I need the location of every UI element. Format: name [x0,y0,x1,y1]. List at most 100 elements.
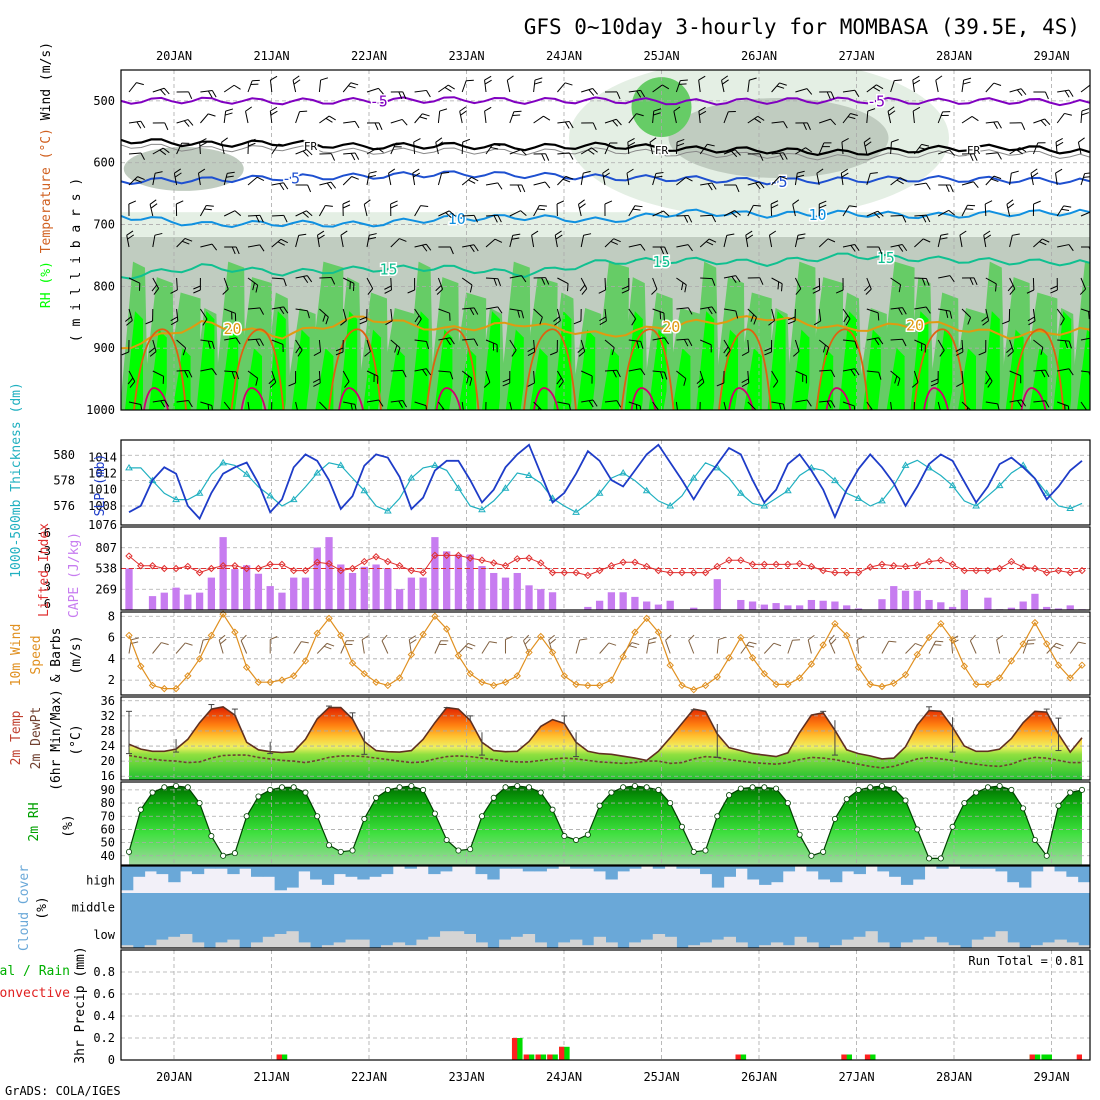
date-tick-label: 26JAN [741,49,777,63]
middle-cloud-bar [132,893,146,920]
wind-barb-flag [592,399,598,407]
wind-barb-flag [579,284,586,292]
rh-marker [902,797,909,804]
wind-barb-flag [326,642,335,647]
rh-marker [984,784,991,791]
middle-cloud-bar [345,893,358,920]
wind-barb-flag [436,141,444,147]
lifted-index-marker [619,558,627,566]
wind-barb-flag [873,212,881,219]
wind-speed-marker [254,678,263,686]
wind-barb-flag [1044,118,1051,125]
date-tick-label: 23JAN [448,49,484,63]
middle-cloud-bar [1019,893,1032,920]
wind-barb [768,235,773,248]
wind-barb [361,639,365,654]
lifted-index-marker [854,568,863,577]
rh-marker [455,847,462,854]
rh-marker [1008,786,1015,793]
wind-barb-flag [520,149,527,156]
wind-barb-flag [234,210,242,217]
wind-barb-flag [995,283,997,292]
wind-barb [523,640,530,654]
wind-barb-flag [718,636,726,641]
wind-barb [247,307,260,310]
rh-shade-moist [1020,292,1058,410]
wind-barb [218,639,224,654]
wind-barb [295,149,307,155]
thickness-marker [383,507,392,514]
wind-barb-flag [416,318,422,326]
wind-barb-flag [1031,172,1039,178]
wind-barb-flag [971,116,979,122]
date-tick-label: 24JAN [546,1070,582,1084]
high-cloud-bar [333,866,347,875]
lifted-index-marker [607,562,616,570]
contour-label: 20 [662,318,680,336]
high-cloud-bar [735,866,748,869]
wind-barb-flag [894,79,902,82]
wind-barb-flag [854,341,858,349]
wind-barb [176,119,189,124]
wind-barb-flag [792,639,801,641]
wind-barb-flag [753,204,762,207]
middle-cloud-bar [877,893,890,920]
wind-barb-flag [567,283,569,292]
wind-barb-flag [1056,642,1064,647]
middle-cloud-bar [1030,893,1044,920]
wind-barb [271,182,284,186]
wind-barb-flag [660,246,665,255]
wind-barb-flag [162,147,170,154]
precip-total-bar [276,1054,288,1060]
wind-barb-flag [1044,400,1050,408]
wind-barb-flag [915,642,923,647]
wind-barb [1033,118,1045,124]
wind-barb-flag [384,289,392,294]
wind-barb [319,115,330,124]
wind-barb-flag [302,212,309,218]
slp-tick-label: 1008 [88,499,117,513]
wind-barb-flag [280,238,289,244]
wind-speed-marker [901,671,910,679]
wind-barb [747,308,757,318]
wind-barb-flag [653,108,662,112]
low-cloud-bar [475,942,488,948]
wind-barb [771,370,779,382]
middle-cloud-bar [581,893,595,920]
high-cloud-bar [191,866,205,875]
wind-barb [295,210,307,217]
wind-barb [985,401,998,405]
lifted-index-marker [184,562,192,571]
wind-barb [271,306,284,310]
lifted-index-marker [866,563,874,571]
high-cloud-bar [841,866,855,872]
middle-cloud-bar [546,893,559,920]
wind-barb-flag [151,284,158,292]
rh-shade-saturated [648,329,667,410]
lifted-index-marker [1054,566,1063,575]
wind-barb [533,339,536,352]
precip-convective-bar [547,1054,553,1060]
lifted-index-marker [242,564,251,573]
wind-barb [533,308,543,318]
wind-barb-flag [925,278,930,286]
wind-barb-flag [955,351,964,356]
wind-barb-flag [726,233,735,236]
slp-tick-label: 1012 [88,467,117,481]
precip-legend-convective: Convective [0,986,70,1001]
temperature-tick-label: 24 [101,739,115,753]
low-cloud-bar [333,942,347,948]
rh-marker [620,784,627,791]
cape-bar [878,599,886,610]
temperature-area [129,706,1082,780]
precip-convective-bar [523,1054,530,1060]
wind-barb-flag [772,380,779,388]
wind-barb [842,368,855,372]
rh-marker [914,826,921,833]
wind-barb-flag [409,639,417,645]
low-cloud-bar [971,939,985,948]
wind-barb-flag [270,110,278,116]
middle-cloud-bar [239,893,252,920]
wind-barb-flag [949,275,955,283]
wind-barb-flag [187,119,194,126]
